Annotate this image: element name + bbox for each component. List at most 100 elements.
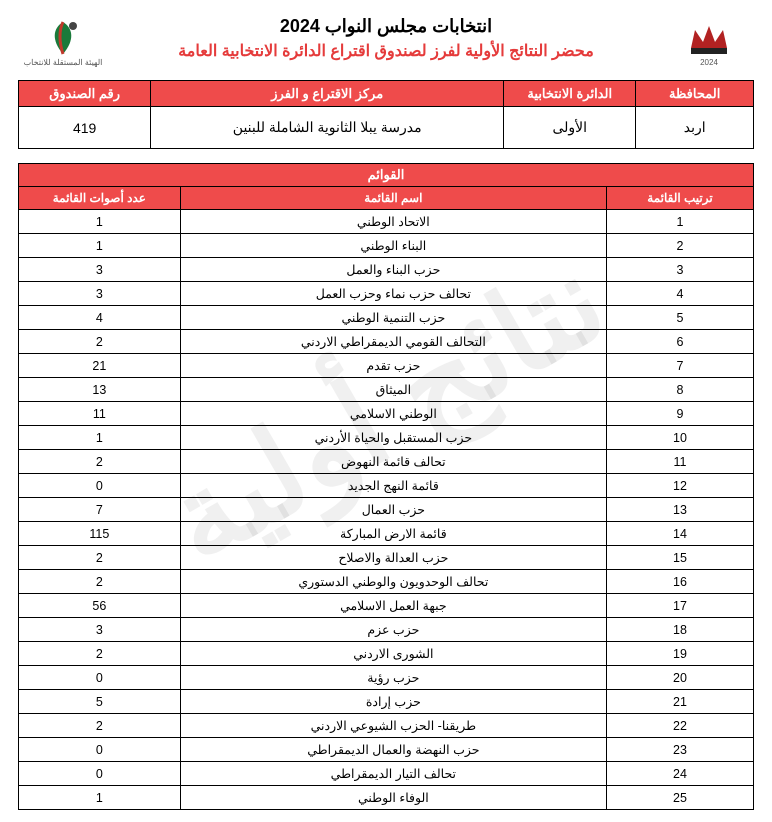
cell-rank: 24 xyxy=(607,762,754,786)
cell-votes: 0 xyxy=(19,666,181,690)
table-row: 20حزب رؤية0 xyxy=(19,666,754,690)
cell-name: البناء الوطني xyxy=(180,234,606,258)
info-th-center: مركز الاقتراع و الفرز xyxy=(151,81,504,107)
info-box: 419 xyxy=(19,107,151,149)
title-main: انتخابات مجلس النواب 2024 xyxy=(118,16,654,37)
cell-name: تحالف التيار الديمقراطي xyxy=(180,762,606,786)
cell-rank: 19 xyxy=(607,642,754,666)
cell-votes: 4 xyxy=(19,306,181,330)
cell-rank: 2 xyxy=(607,234,754,258)
cell-votes: 2 xyxy=(19,570,181,594)
info-district: الأولى xyxy=(504,107,636,149)
cell-name: قائمة النهج الجديد xyxy=(180,474,606,498)
cell-votes: 1 xyxy=(19,234,181,258)
cell-votes: 0 xyxy=(19,762,181,786)
cell-rank: 1 xyxy=(607,210,754,234)
info-center: مدرسة يبلا الثانوية الشاملة للبنين xyxy=(151,107,504,149)
cell-votes: 2 xyxy=(19,546,181,570)
cell-name: التحالف القومي الديمقراطي الاردني xyxy=(180,330,606,354)
cell-rank: 9 xyxy=(607,402,754,426)
table-row: 12قائمة النهج الجديد0 xyxy=(19,474,754,498)
cell-votes: 2 xyxy=(19,714,181,738)
table-row: 7حزب تقدم21 xyxy=(19,354,754,378)
cell-name: حزب العدالة والاصلاح xyxy=(180,546,606,570)
lists-table: ترتيب القائمة اسم القائمة عدد أصوات القا… xyxy=(18,186,754,810)
header: 2024 انتخابات مجلس النواب 2024 محضر النت… xyxy=(18,12,754,72)
cell-votes: 115 xyxy=(19,522,181,546)
logo-left: الهيئة المستقلة للانتخاب xyxy=(18,12,108,72)
cell-rank: 20 xyxy=(607,666,754,690)
lists-caption: القوائم xyxy=(18,163,754,186)
table-row: 17جبهة العمل الاسلامي56 xyxy=(19,594,754,618)
table-row: 13حزب العمال7 xyxy=(19,498,754,522)
cell-name: الوطني الاسلامي xyxy=(180,402,606,426)
cell-votes: 13 xyxy=(19,378,181,402)
cell-name: الشورى الاردني xyxy=(180,642,606,666)
cell-rank: 5 xyxy=(607,306,754,330)
table-row: 25الوفاء الوطني1 xyxy=(19,786,754,810)
cell-votes: 0 xyxy=(19,474,181,498)
cell-rank: 23 xyxy=(607,738,754,762)
cell-votes: 3 xyxy=(19,282,181,306)
cell-votes: 1 xyxy=(19,786,181,810)
cell-votes: 2 xyxy=(19,642,181,666)
cell-votes: 11 xyxy=(19,402,181,426)
cell-rank: 10 xyxy=(607,426,754,450)
info-th-box: رقم الصندوق xyxy=(19,81,151,107)
table-row: 11تحالف قائمة النهوض2 xyxy=(19,450,754,474)
table-row: 22طريقنا- الحزب الشيوعي الاردني2 xyxy=(19,714,754,738)
cell-rank: 14 xyxy=(607,522,754,546)
cell-votes: 21 xyxy=(19,354,181,378)
cell-name: حزب رؤية xyxy=(180,666,606,690)
lists-th-votes: عدد أصوات القائمة xyxy=(19,187,181,210)
cell-name: حزب عزم xyxy=(180,618,606,642)
titles: انتخابات مجلس النواب 2024 محضر النتائج ا… xyxy=(108,12,664,65)
lists-th-rank: ترتيب القائمة xyxy=(607,187,754,210)
cell-rank: 18 xyxy=(607,618,754,642)
info-th-district: الدائرة الانتخابية xyxy=(504,81,636,107)
table-row: 24تحالف التيار الديمقراطي0 xyxy=(19,762,754,786)
cell-name: الوفاء الوطني xyxy=(180,786,606,810)
table-row: 19الشورى الاردني2 xyxy=(19,642,754,666)
cell-name: تحالف الوحدويون والوطني الدستوري xyxy=(180,570,606,594)
cell-name: تحالف قائمة النهوض xyxy=(180,450,606,474)
crown-logo-icon xyxy=(685,18,733,58)
cell-name: طريقنا- الحزب الشيوعي الاردني xyxy=(180,714,606,738)
cell-rank: 16 xyxy=(607,570,754,594)
table-row: 9الوطني الاسلامي11 xyxy=(19,402,754,426)
cell-name: الميثاق xyxy=(180,378,606,402)
cell-votes: 3 xyxy=(19,618,181,642)
cell-rank: 11 xyxy=(607,450,754,474)
iec-logo-icon xyxy=(39,18,87,58)
table-row: 3حزب البناء والعمل3 xyxy=(19,258,754,282)
cell-votes: 1 xyxy=(19,210,181,234)
cell-name: حزب تقدم xyxy=(180,354,606,378)
table-row: 23حزب النهضة والعمال الديمقراطي0 xyxy=(19,738,754,762)
cell-name: حزب التنمية الوطني xyxy=(180,306,606,330)
cell-rank: 21 xyxy=(607,690,754,714)
cell-name: حزب البناء والعمل xyxy=(180,258,606,282)
cell-rank: 22 xyxy=(607,714,754,738)
cell-votes: 3 xyxy=(19,258,181,282)
lists-th-name: اسم القائمة xyxy=(180,187,606,210)
table-row: 5حزب التنمية الوطني4 xyxy=(19,306,754,330)
table-row: 15حزب العدالة والاصلاح2 xyxy=(19,546,754,570)
table-row: 16تحالف الوحدويون والوطني الدستوري2 xyxy=(19,570,754,594)
cell-rank: 12 xyxy=(607,474,754,498)
title-sub: محضر النتائج الأولية لفرز لصندوق اقتراع … xyxy=(118,41,654,61)
cell-name: حزب المستقبل والحياة الأردني xyxy=(180,426,606,450)
logo-right-caption: 2024 xyxy=(700,58,718,67)
cell-votes: 1 xyxy=(19,426,181,450)
cell-rank: 17 xyxy=(607,594,754,618)
cell-name: قائمة الارض المباركة xyxy=(180,522,606,546)
cell-rank: 4 xyxy=(607,282,754,306)
cell-rank: 3 xyxy=(607,258,754,282)
table-row: 18حزب عزم3 xyxy=(19,618,754,642)
table-row: 21حزب إرادة5 xyxy=(19,690,754,714)
cell-name: حزب النهضة والعمال الديمقراطي xyxy=(180,738,606,762)
cell-rank: 25 xyxy=(607,786,754,810)
cell-name: حزب العمال xyxy=(180,498,606,522)
cell-name: جبهة العمل الاسلامي xyxy=(180,594,606,618)
cell-rank: 13 xyxy=(607,498,754,522)
cell-name: الاتحاد الوطني xyxy=(180,210,606,234)
